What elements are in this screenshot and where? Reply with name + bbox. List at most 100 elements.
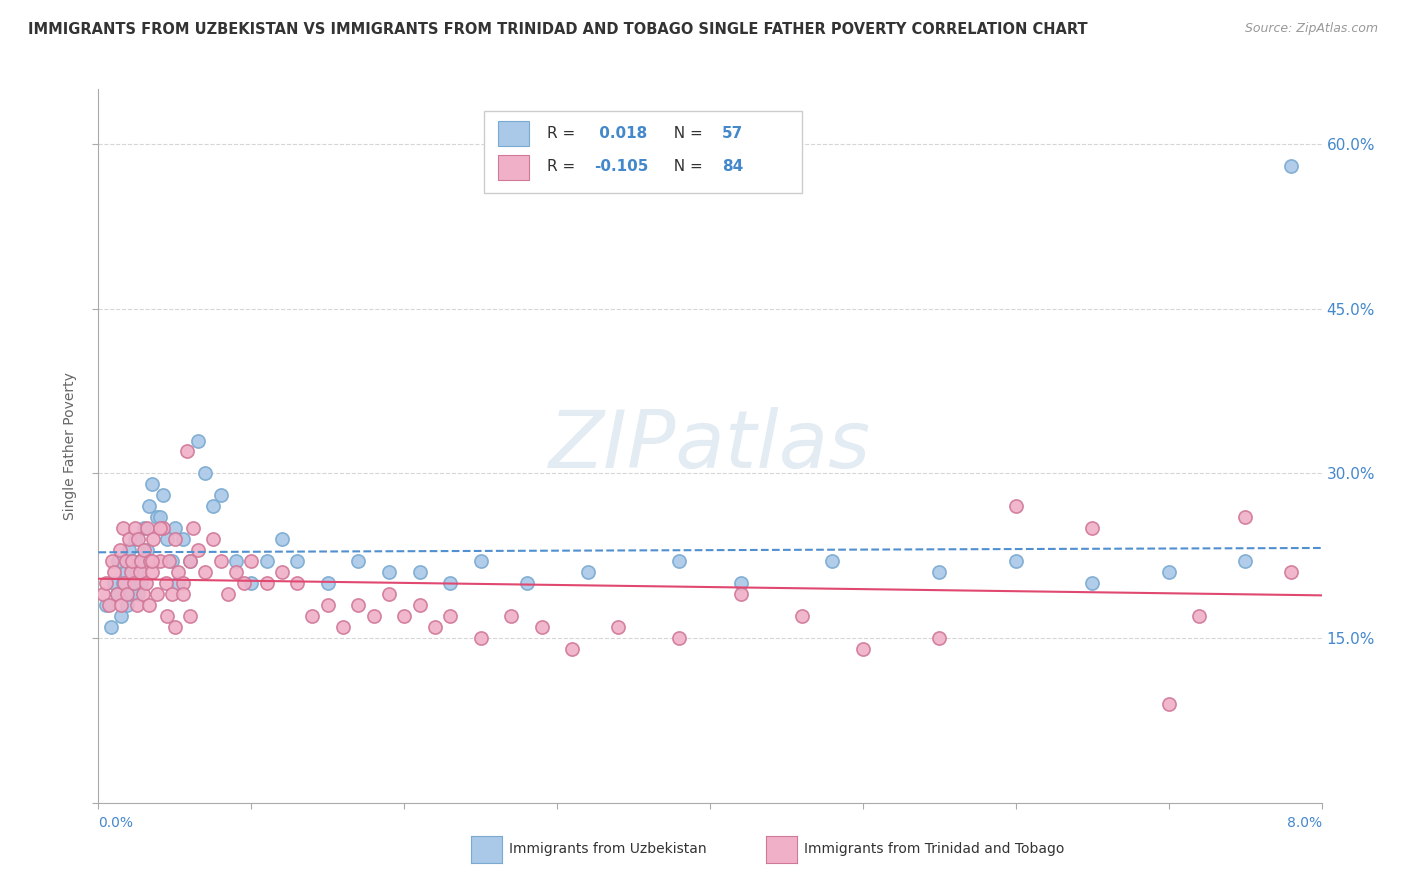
Point [111, 521, 134, 535]
Point [107, 554, 129, 568]
Point [470, 631, 492, 645]
Point [128, 566, 150, 580]
Point [316, 576, 339, 591]
Point [285, 554, 308, 568]
Text: 57: 57 [723, 126, 744, 141]
Point [167, 566, 190, 580]
Point [187, 434, 209, 448]
Point [141, 566, 163, 580]
Point [149, 554, 172, 568]
Point [408, 598, 430, 612]
Point [103, 576, 125, 591]
Point [730, 576, 752, 591]
Point [790, 609, 813, 624]
Point [1157, 697, 1180, 711]
Point [225, 554, 247, 568]
Text: 0.018: 0.018 [593, 126, 647, 141]
Text: -0.105: -0.105 [593, 160, 648, 175]
Point [378, 566, 401, 580]
Point [141, 477, 163, 491]
Point [141, 554, 163, 568]
Point [225, 566, 247, 580]
Point [121, 554, 143, 568]
Point [347, 554, 370, 568]
Point [91, 587, 114, 601]
Point [270, 533, 294, 547]
Point [149, 521, 172, 535]
Text: N =: N = [664, 160, 707, 175]
Point [730, 587, 752, 601]
Point [270, 566, 294, 580]
Point [118, 533, 141, 547]
Point [124, 533, 146, 547]
Point [163, 620, 186, 634]
Text: 0.0%: 0.0% [98, 816, 134, 830]
Point [152, 521, 174, 535]
Point [232, 576, 254, 591]
Point [1081, 576, 1104, 591]
Point [163, 533, 186, 547]
Text: R =: R = [547, 126, 581, 141]
Point [105, 587, 128, 601]
Point [439, 609, 461, 624]
Point [127, 533, 149, 547]
Point [160, 554, 183, 568]
Point [138, 500, 160, 514]
Point [1004, 554, 1026, 568]
Text: N =: N = [664, 126, 707, 141]
Point [100, 620, 122, 634]
Point [515, 576, 537, 591]
Point [607, 620, 630, 634]
Point [115, 554, 138, 568]
Text: R =: R = [547, 160, 581, 175]
Point [1234, 554, 1257, 568]
Point [1234, 510, 1257, 524]
Point [179, 554, 201, 568]
Point [1279, 159, 1302, 173]
Text: IMMIGRANTS FROM UZBEKISTAN VS IMMIGRANTS FROM TRINIDAD AND TOBAGO SINGLE FATHER : IMMIGRANTS FROM UZBEKISTAN VS IMMIGRANTS… [28, 22, 1088, 37]
Point [561, 642, 583, 657]
Point [179, 609, 201, 624]
Point [117, 598, 139, 612]
Point [94, 598, 117, 612]
Point [172, 533, 194, 547]
Point [423, 620, 446, 634]
Point [172, 587, 194, 601]
Point [127, 587, 149, 601]
Point [928, 566, 950, 580]
Point [156, 609, 179, 624]
Text: 84: 84 [723, 160, 744, 175]
Point [134, 543, 156, 558]
Point [136, 543, 159, 558]
Point [181, 521, 204, 535]
FancyBboxPatch shape [484, 111, 801, 193]
Point [576, 566, 599, 580]
Point [167, 576, 190, 591]
Point [105, 587, 128, 601]
Point [145, 587, 167, 601]
Text: Immigrants from Trinidad and Tobago: Immigrants from Trinidad and Tobago [804, 842, 1064, 856]
Point [209, 554, 232, 568]
Point [108, 543, 131, 558]
Point [530, 620, 553, 634]
Point [285, 576, 308, 591]
Y-axis label: Single Father Poverty: Single Father Poverty [63, 372, 77, 520]
Point [125, 598, 148, 612]
Text: ZIPatlas: ZIPatlas [548, 407, 872, 485]
Point [128, 554, 150, 568]
Point [103, 566, 125, 580]
Point [209, 488, 232, 502]
Point [138, 598, 160, 612]
Point [112, 576, 135, 591]
FancyBboxPatch shape [498, 121, 529, 146]
Point [121, 554, 143, 568]
Point [122, 576, 145, 591]
Point [145, 510, 167, 524]
Point [217, 587, 239, 601]
Point [668, 631, 690, 645]
Point [408, 566, 430, 580]
Point [172, 576, 194, 591]
FancyBboxPatch shape [498, 155, 529, 180]
Point [378, 587, 401, 601]
Point [117, 587, 139, 601]
